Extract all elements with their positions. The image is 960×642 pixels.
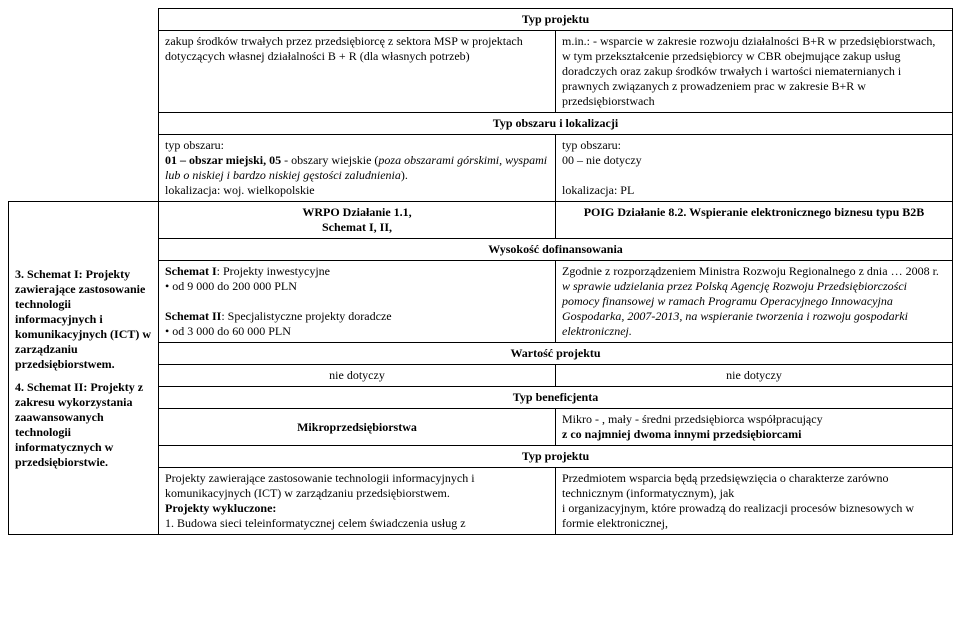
header-typ-obszaru: Typ obszaru i lokalizacji bbox=[159, 113, 953, 135]
r1-right: m.in.: - wsparcie w zakresie rozwoju dzi… bbox=[556, 31, 953, 113]
header-wysokosc: Wysokość dofinansowania bbox=[159, 239, 953, 261]
header-typ-projektu: Typ projektu bbox=[159, 9, 953, 31]
sidebar-cell: 3. Schemat I: Projekty zawierające zasto… bbox=[9, 202, 159, 535]
sidebar-p1: 3. Schemat I: Projekty zawierające zasto… bbox=[15, 267, 152, 372]
text: typ obszaru: bbox=[562, 138, 621, 152]
text: Projekty wykluczone: bbox=[165, 501, 276, 515]
r6-left: Mikroprzedsiębiorstwa bbox=[159, 409, 556, 446]
header-typ-benef: Typ beneficjenta bbox=[159, 387, 953, 409]
r1-left: zakup środków trwałych przez przedsiębio… bbox=[159, 31, 556, 113]
r7-left: Projekty zawierające zastosowanie techno… bbox=[159, 468, 556, 535]
r5-right: nie dotyczy bbox=[556, 365, 953, 387]
r6-right: Mikro - , mały - średni przedsiębiorca w… bbox=[556, 409, 953, 446]
text: 1. Budowa sieci teleinformatycznej celem… bbox=[165, 516, 466, 530]
spacer bbox=[9, 113, 159, 135]
header-typ-projektu-2: Typ projektu bbox=[159, 446, 953, 468]
r3-left: WRPO Działanie 1.1, Schemat I, II, bbox=[159, 202, 556, 239]
text: Zgodnie z rozporządzeniem Ministra Rozwo… bbox=[562, 264, 939, 278]
spacer bbox=[9, 135, 159, 202]
text: ). bbox=[401, 168, 408, 182]
text: Przedmiotem wsparcia będą przedsięwzięci… bbox=[562, 471, 889, 500]
text: : Specjalistyczne projekty doradcze bbox=[221, 309, 391, 323]
spacer bbox=[9, 9, 159, 31]
r2-left: typ obszaru: 01 – obszar miejski, 05 - o… bbox=[159, 135, 556, 202]
text: lokalizacja: woj. wielkopolskie bbox=[165, 183, 315, 197]
text: Projekty zawierające zastosowanie techno… bbox=[165, 471, 475, 500]
text: : Projekty inwestycyjne bbox=[217, 264, 330, 278]
r7-right: Przedmiotem wsparcia będą przedsięwzięci… bbox=[556, 468, 953, 535]
text: z co najmniej dwoma innymi przedsiębiorc… bbox=[562, 427, 801, 441]
spacer bbox=[15, 372, 152, 380]
header-wartosc: Wartość projektu bbox=[159, 343, 953, 365]
text: lokalizacja: PL bbox=[562, 183, 634, 197]
text: Schemat II bbox=[165, 309, 221, 323]
text: • od 9 000 do 200 000 PLN bbox=[165, 279, 297, 293]
sidebar-p2: 4. Schemat II: Projekty z zakresu wykorz… bbox=[15, 380, 152, 470]
text: i organizacyjnym, które prowadzą do real… bbox=[562, 501, 914, 530]
r5-left: nie dotyczy bbox=[159, 365, 556, 387]
r4-left: Schemat I: Projekty inwestycyjne • od 9 … bbox=[159, 261, 556, 343]
text: 01 – obszar miejski, 05 bbox=[165, 153, 284, 167]
text: Schemat I bbox=[165, 264, 217, 278]
text: - obszary wiejskie ( bbox=[284, 153, 378, 167]
text: Mikro - , mały - średni przedsiębiorca w… bbox=[562, 412, 823, 426]
text: • od 3 000 do 60 000 PLN bbox=[165, 324, 291, 338]
main-table: Typ projektu zakup środków trwałych prze… bbox=[8, 8, 953, 535]
r2-right: typ obszaru: 00 – nie dotyczy lokalizacj… bbox=[556, 135, 953, 202]
text: WRPO Działanie 1.1, bbox=[302, 205, 411, 219]
text: 00 – nie dotyczy bbox=[562, 153, 642, 167]
r4-right: Zgodnie z rozporządzeniem Ministra Rozwo… bbox=[556, 261, 953, 343]
text: typ obszaru: bbox=[165, 138, 224, 152]
text: Schemat I, II, bbox=[322, 220, 392, 234]
text: w sprawie udzielania przez Polską Agencj… bbox=[562, 279, 908, 338]
spacer bbox=[9, 31, 159, 113]
r3-right: POIG Działanie 8.2. Wspieranie elektroni… bbox=[556, 202, 953, 239]
